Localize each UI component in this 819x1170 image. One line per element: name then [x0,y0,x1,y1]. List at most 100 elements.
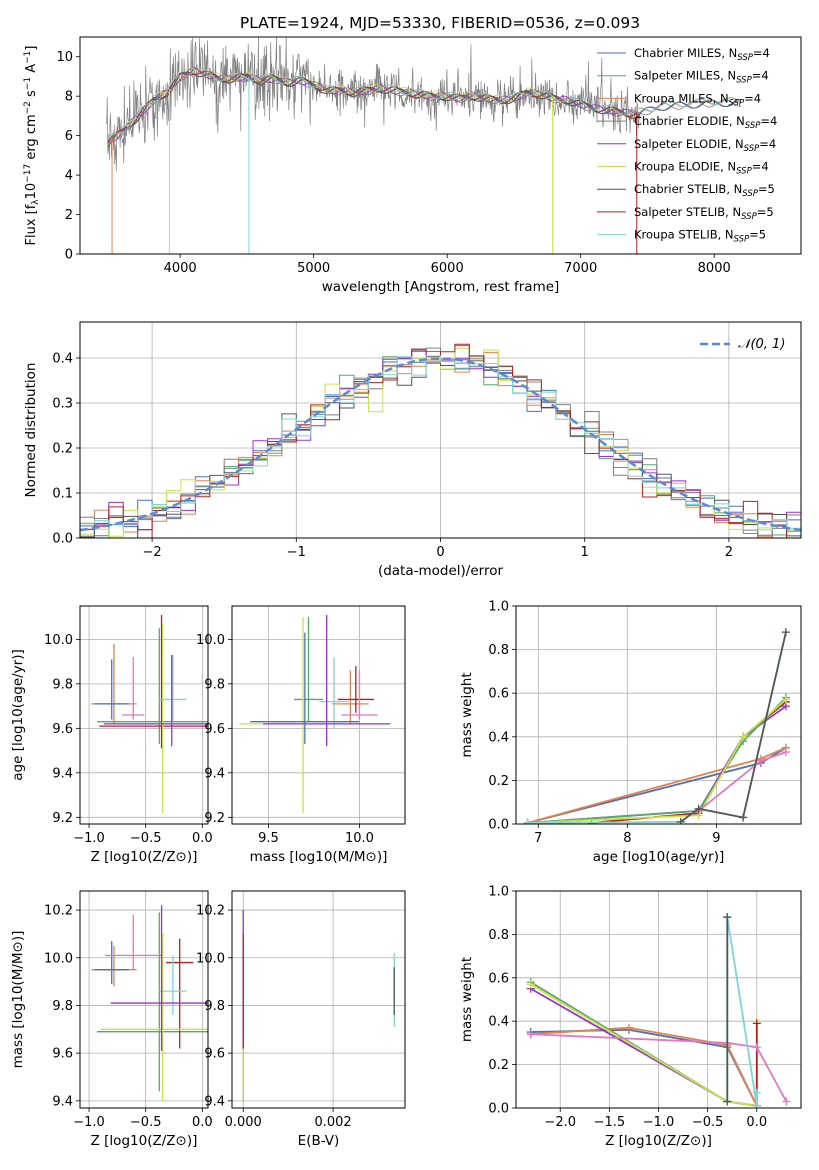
legend-sub: SSP [729,98,745,108]
x-tick-label: 8000 [698,261,731,276]
y-tick-label: 9.4 [52,766,73,781]
legend-text: Salpeter STELIB, N [634,205,741,219]
series-line [527,746,787,824]
y-tick-label: 0.0 [488,818,509,833]
label-part: Flux [f [24,204,39,245]
x-tick-label: 0 [436,545,444,560]
y-tick-label: 0.0 [488,1102,509,1117]
y-tick-label: 10.2 [196,904,225,919]
panel-age_vs_Z: −1.0 −0.5 0.0 9.2 9.4 9.6 9.8 10.0 Z [log10(Z/Z⊙… [10,605,213,865]
x-tick-label: 8 [623,831,631,846]
x-tick-label: 0.0 [746,1115,767,1130]
legend-text: Chabrier STELIB, N [634,182,742,196]
histogram-step [80,355,801,531]
x-tick-label: 0.002 [314,1115,351,1130]
x-tick-label: −2 [143,545,162,560]
x-axis-label: Z [log10(Z/Z⊙)] [605,1133,712,1149]
y-tick-label: 10.0 [196,951,225,966]
point-marker [676,817,685,824]
panel-mass_vs_EBV: 0.000 0.002 9.4 9.6 9.8 10.0 10.2 E(B-V) [196,890,406,1149]
y-tick-label: 0.6 [488,971,509,986]
y-tick-label: 9.6 [52,722,73,737]
point-marker [781,628,790,637]
x-tick-label: 0.000 [225,1115,262,1130]
x-axis-label: age [log10(age/yr)] [593,849,725,865]
label-part: erg cm [24,114,39,163]
axes-frame [79,890,209,1109]
point-marker [723,1097,732,1106]
label-part: ] [24,46,39,51]
x-tick-label: −0.5 [692,1115,724,1130]
series-line [698,751,787,812]
legend-sub: SSP [734,235,750,245]
x-axis-label: wavelength [Angstrom, rest frame] [322,279,560,295]
x-axis-label: Z [log10(Z/Z⊙)] [91,1133,198,1149]
panel-age_vs_mass: 9.5 10.0 9.2 9.4 9.6 9.8 10.0 mass [log10(M/M⊙)… [196,605,406,865]
x-tick-label: 10.0 [345,831,374,846]
y-tick-label: 2 [65,208,73,223]
y-tick-label: 9.8 [52,999,73,1014]
legend-sub: SSP [741,212,757,222]
observed-spectrum-line [106,37,642,172]
x-tick-label: 9.5 [258,831,279,846]
panel-residuals: −2 −1 0 1 2 0.0 0.1 0.2 0.3 0.4 (data-model)/error… [23,321,802,579]
legend-text: Kroupa MILES, N [634,91,729,105]
legend-label: Salpeter STELIB, NSSP=5 [634,205,774,222]
plot-area [242,910,395,1101]
y-tick-label: 0.4 [488,1015,509,1030]
series-line [527,699,787,824]
legend-label: Kroupa ELODIE, NSSP=4 [634,160,769,177]
y-tick-label: 10.0 [44,633,73,648]
legend-text: =4 [752,69,769,83]
grid [232,606,405,824]
legend-label: Chabrier STELIB, NSSP=5 [634,182,775,199]
grid [516,605,801,825]
y-tick-label: 0.8 [488,643,509,658]
axes-frame [231,890,406,1109]
plot-area [80,343,801,538]
x-tick-label: 7000 [564,261,597,276]
y-tick-label: 0.3 [52,397,73,412]
y-tick-label: 9.8 [204,999,225,1014]
figure-title: PLATE=1924, MJD=53330, FIBERID=0536, z=0… [240,14,640,32]
grid [80,606,208,824]
label-part: A [24,64,39,77]
y-tick-label: 0.2 [488,1058,509,1073]
grid [80,891,208,1108]
legend-label: Kroupa MILES, NSSP=4 [634,91,761,108]
legend-text: Chabrier MILES, N [634,46,737,60]
x-tick-label: 9 [712,831,720,846]
y-tick-label: 0.6 [488,687,509,702]
panel-spectrum: 4000 5000 6000 7000 8000 0 2 4 6 8 10 wavelength [A… [23,36,802,295]
legend-sub: SSP [736,76,752,86]
point-marker [694,804,703,813]
model-line [107,66,637,144]
label-part: 10 [24,183,39,200]
label-part: −2 [23,101,33,114]
point-marker [739,813,748,822]
y-tick-label: 9.6 [52,1047,73,1062]
y-tick-label: 9.8 [52,677,73,692]
x-tick-label: 6000 [431,261,464,276]
y-tick-label: 9.4 [204,766,225,781]
x-tick-label: 5000 [297,261,330,276]
x-tick-label: 1 [581,545,589,560]
series-line [530,1028,758,1107]
series-line [527,705,787,824]
point-marker [752,1043,761,1052]
label-part: λ [31,199,41,205]
y-tick-label: 9.4 [204,1094,225,1109]
y-tick-label: 6 [65,129,73,144]
legend-label: Salpeter ELODIE, NSSP=4 [634,137,776,154]
series-line [680,631,787,823]
y-axis-label: mass weight [459,672,475,757]
plot-area [91,905,208,1101]
y-tick-label: 9.6 [204,722,225,737]
y-tick-label: 0.2 [488,774,509,789]
x-axis-label: (data-model)/error [378,563,504,579]
legend-text: =4 [760,114,777,128]
legend-text: =4 [752,160,769,174]
panel-massweight_vs_Z: −2.0 −1.5 −1.0 −0.5 0.0 0.0 0.2 0.4 0.6 0.8 1.0 Z [… [459,885,802,1149]
axes-frame [79,605,209,825]
